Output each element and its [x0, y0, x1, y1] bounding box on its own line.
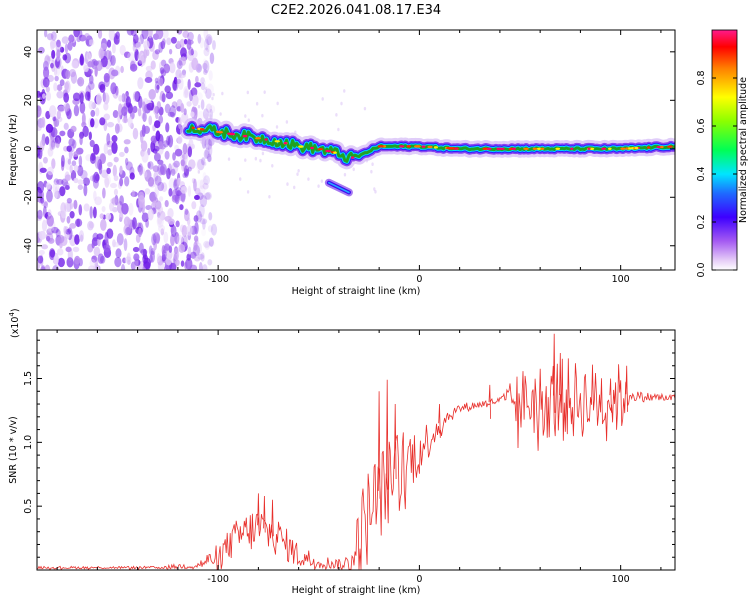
snr-scale-exponent: 4 — [8, 312, 16, 317]
svg-text:(x104): (x104) — [8, 308, 21, 338]
spectrogram-plot-area — [37, 30, 675, 270]
spectrogram-ytick-label: -40 — [23, 238, 34, 254]
snr-xtick-label: -100 — [207, 574, 229, 585]
colorbar-tick-label: 0.0 — [696, 262, 707, 277]
spectrogram-ticks: -100 0 100 -40 -20 0 20 40 — [23, 30, 675, 285]
snr-panel: -100 0 100 0.5 1.0 1.5 Height of straight lin… — [8, 308, 676, 596]
spectrogram-ytick-label: 0 — [23, 146, 34, 152]
colorbar-tick-label: 0.4 — [696, 166, 707, 181]
spectrogram-ytick-label: 40 — [23, 46, 34, 58]
snr-frame — [36, 329, 676, 571]
spectrogram-xlabel: Height of straight line (km) — [292, 286, 421, 297]
snr-xtick-label: 100 — [612, 574, 630, 585]
spectrogram-frame — [36, 29, 676, 271]
figure-title: C2E2.2026.041.08.17.E34 — [271, 3, 441, 18]
snr-scale-label: (x10 — [10, 317, 21, 338]
spectrogram-xtick-label: 0 — [416, 274, 422, 285]
spectrogram-panel: -100 0 100 -40 -20 0 20 40 Height of straight l… — [8, 29, 676, 297]
signal-track — [179, 117, 675, 197]
snr-ylabel: SNR (10 * v/v) — [8, 416, 19, 484]
snr-series-line — [37, 333, 675, 570]
spectrogram-xtick-label: 100 — [612, 274, 630, 285]
noise-speckle — [37, 30, 377, 270]
colorbar-gradient — [711, 29, 738, 271]
snr-plot-area — [37, 333, 675, 570]
snr-xtick-label: 0 — [416, 574, 422, 585]
colorbar: 0.0 0.2 0.4 0.6 0.8 Normalized spectral ampl… — [696, 29, 749, 278]
snr-ytick-label: 0.5 — [23, 499, 34, 514]
spectrogram-ytick-label: -20 — [23, 190, 34, 206]
spectrogram-ytick-label: 20 — [23, 94, 34, 106]
spectrogram-xtick-label: -100 — [207, 274, 229, 285]
snr-ytick-label: 1.0 — [23, 435, 34, 450]
snr-scale-factor: (x104) — [8, 308, 21, 338]
spectrogram-ylabel: Frequency (Hz) — [8, 114, 19, 186]
snr-xlabel: Height of straight line (km) — [292, 585, 421, 596]
snr-ticks: -100 0 100 0.5 1.0 1.5 — [23, 330, 675, 585]
colorbar-tick-label: 0.8 — [696, 70, 707, 85]
colorbar-tick-label: 0.6 — [696, 118, 707, 133]
colorbar-label: Normalized spectral amplitude — [738, 77, 749, 223]
colorbar-ticks: 0.0 0.2 0.4 0.6 0.8 — [696, 70, 737, 278]
snr-ytick-label: 1.5 — [23, 371, 34, 386]
colorbar-tick-label: 0.2 — [696, 214, 707, 229]
